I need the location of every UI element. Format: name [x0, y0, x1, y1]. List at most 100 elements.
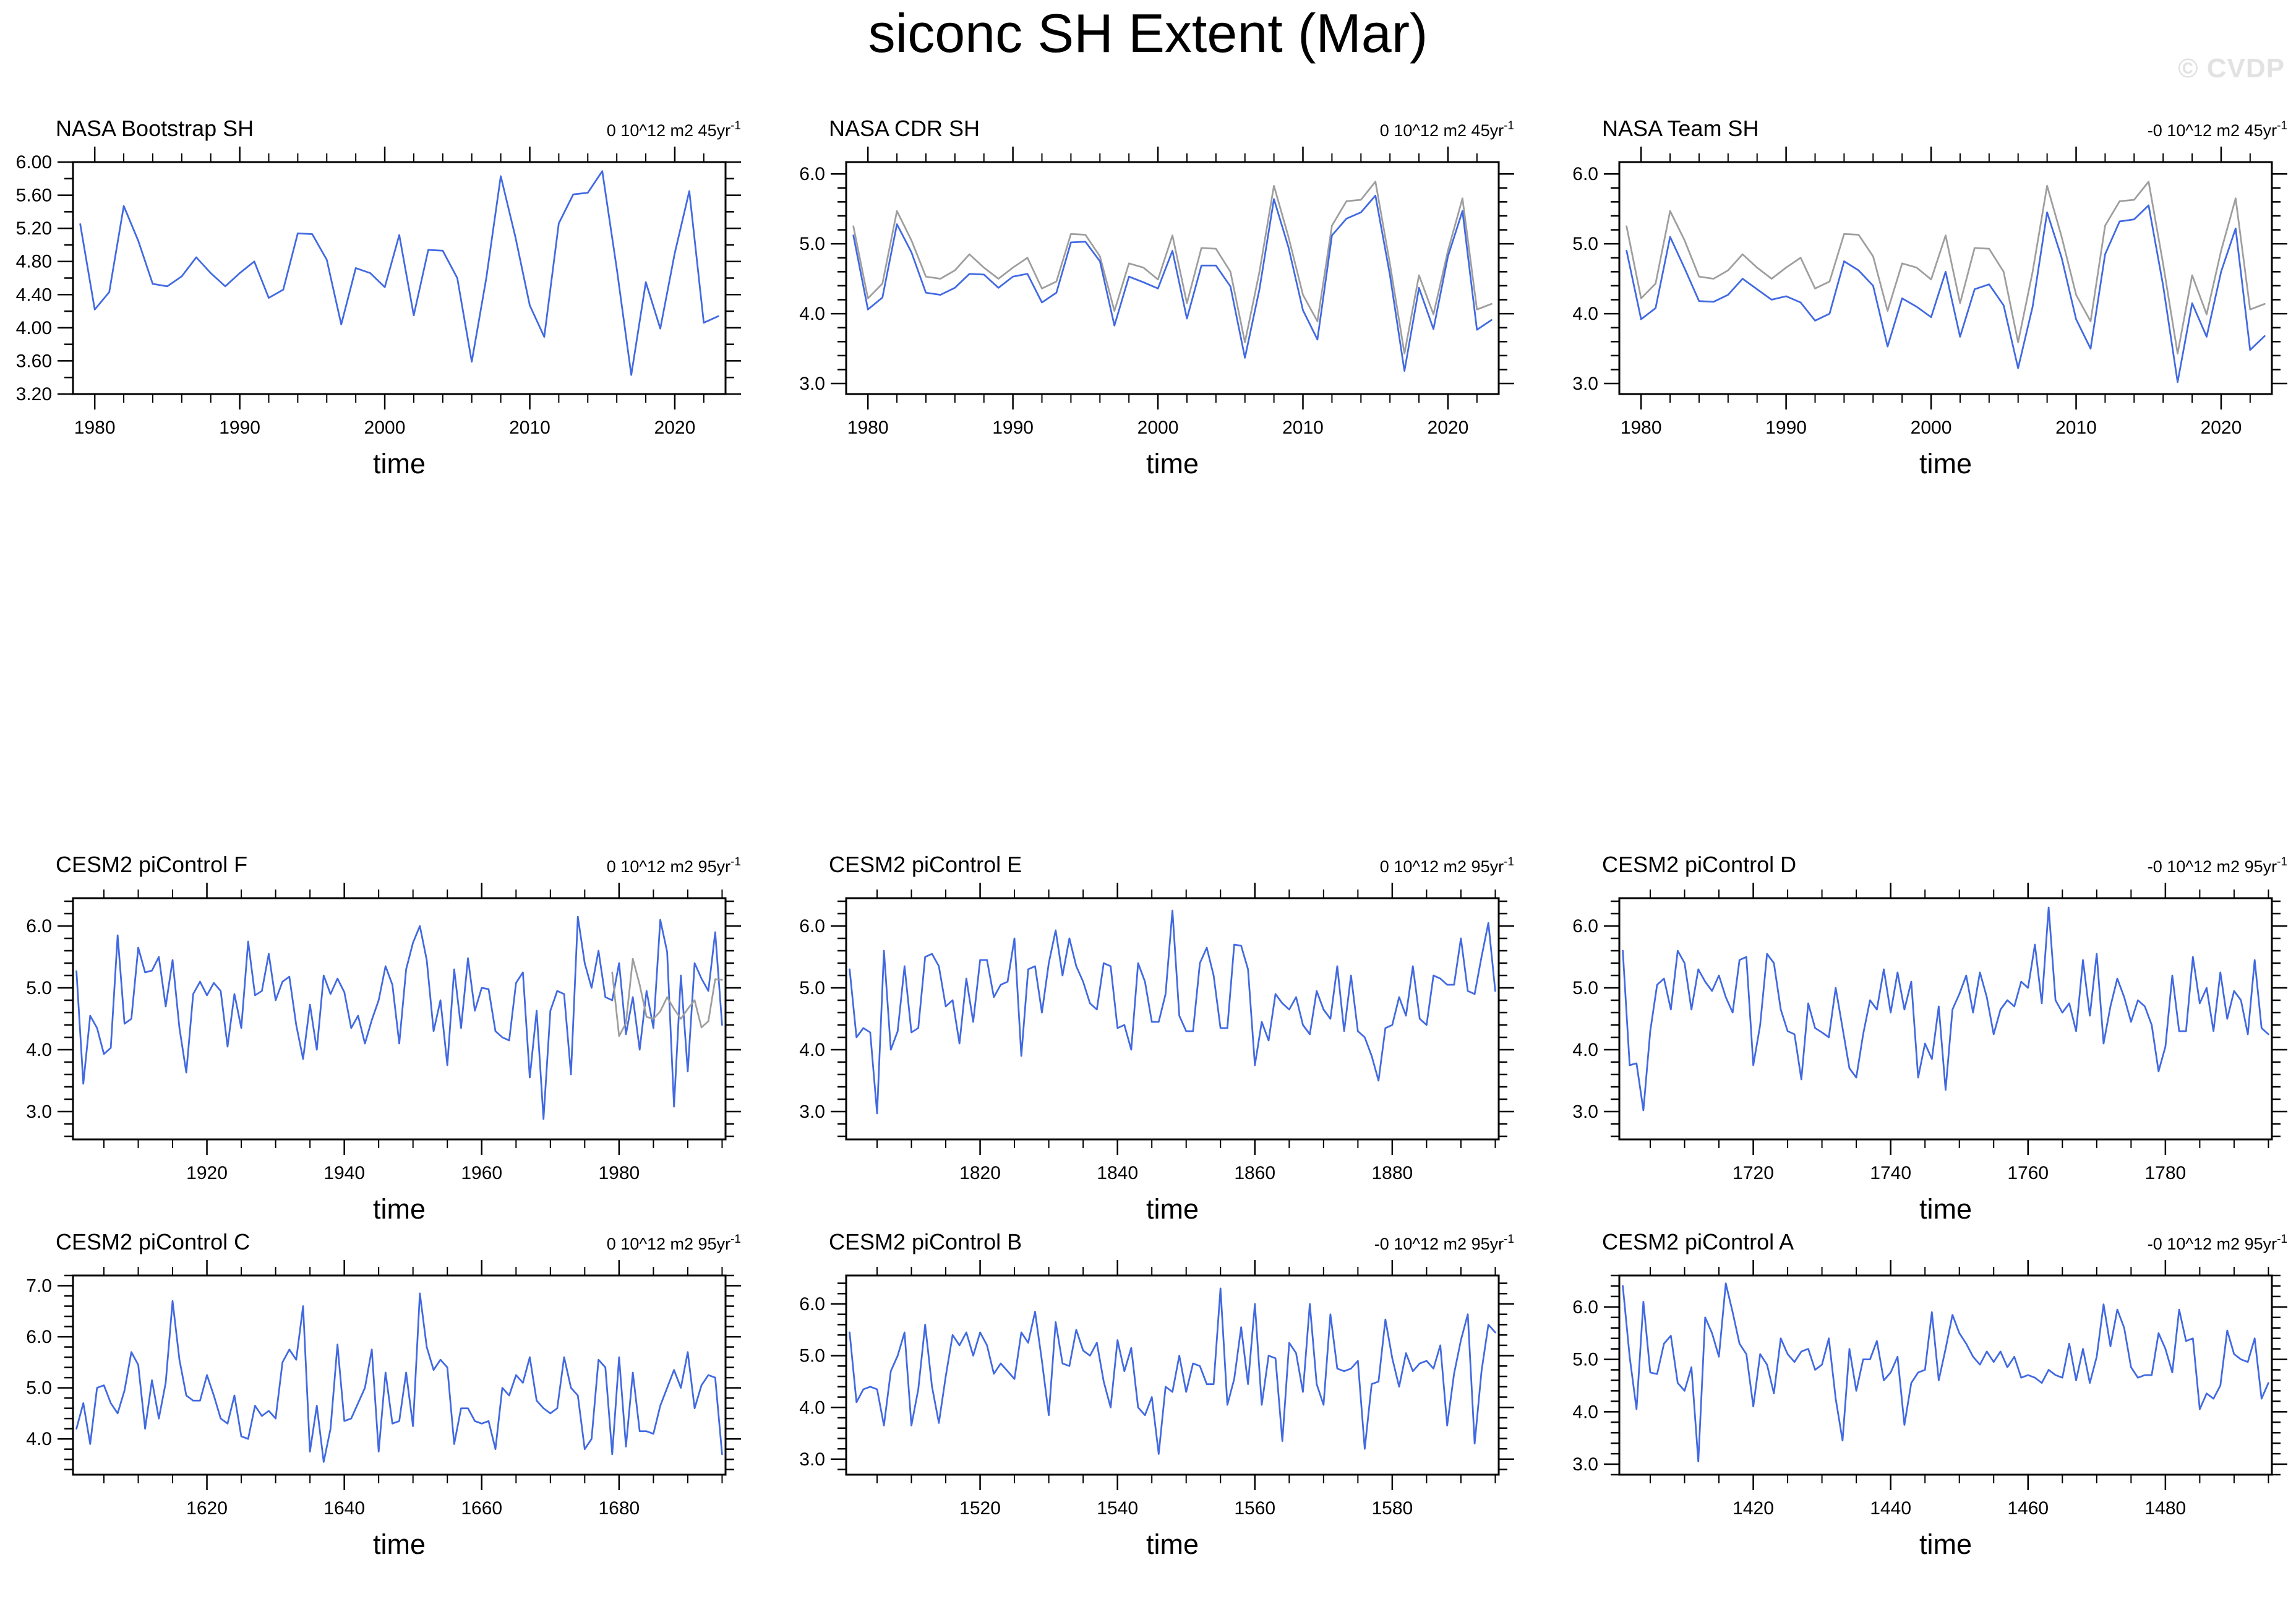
y-tick-label: 5.0 [26, 978, 52, 998]
x-tick-label: 1990 [219, 418, 260, 438]
series-line-cesm2-picontrol-c [75, 1292, 723, 1463]
x-tick-label: 1440 [1870, 1498, 1911, 1519]
panel-trend-annotation: -0 10^12 m2 45yr-1 [2148, 119, 2287, 140]
y-tick-label: 4.40 [16, 285, 52, 305]
y-tick-label: 4.00 [16, 318, 52, 338]
plot-frame [1618, 161, 2273, 395]
panel-title: CESM2 piControl B [829, 1229, 1022, 1254]
y-tick-label: 6.0 [1572, 164, 1598, 184]
y-tick-label: 3.0 [26, 1102, 52, 1122]
y-tick-label: 5.0 [799, 234, 825, 254]
panel-title: CESM2 piControl F [56, 852, 247, 877]
x-tick-label: 2010 [2055, 418, 2097, 438]
axis-ticks [831, 1260, 1514, 1490]
y-tick-label: 4.0 [26, 1429, 52, 1449]
y-tick-label: 3.60 [16, 351, 52, 371]
y-tick-label: 4.0 [799, 304, 825, 324]
series-line-gray-overlay [611, 958, 723, 1037]
x-tick-label: 1420 [1733, 1498, 1774, 1519]
series-line-cesm2-picontrol-b [849, 1287, 1496, 1455]
panel-nasa-bootstrap-sh: NASA Bootstrap SH 0 10^12 m2 45yr-1 6.00 5.… [16, 116, 741, 479]
panel-title: CESM2 piControl A [1602, 1229, 1794, 1254]
y-tick-label: 5.0 [1572, 234, 1598, 254]
y-tick-label: 5.0 [26, 1378, 52, 1399]
axis-ticks [58, 883, 741, 1155]
y-tick-label: 3.0 [1572, 374, 1598, 394]
y-tick-label: 6.00 [16, 152, 52, 173]
y-tick-label: 4.0 [799, 1040, 825, 1060]
x-tick-label: 2020 [1428, 418, 1469, 438]
x-tick-label: 1520 [959, 1498, 1001, 1519]
axis-ticks [831, 147, 1514, 409]
panel-title: NASA Team SH [1602, 116, 1758, 141]
series-line-nasa-team-sh [1626, 204, 2266, 384]
x-tick-label: 1660 [461, 1498, 502, 1519]
series-line-cesm2-picontrol-d [1622, 906, 2269, 1112]
x-axis-title: time [1919, 1193, 1972, 1225]
panel-trend-annotation: 0 10^12 m2 95yr-1 [607, 1233, 741, 1253]
x-axis-title: time [1919, 448, 1972, 479]
x-tick-label: 1980 [1621, 418, 1662, 438]
panel-title: CESM2 piControl E [829, 852, 1022, 877]
panel-cesm2-picontrol-f: CESM2 piControl F 0 10^12 m2 95yr-1 6.0 5.0… [26, 852, 741, 1225]
panel-nasa-cdr-sh: NASA CDR SH 0 10^12 m2 45yr-1 6.0 5.0 4.0 3.0… [799, 116, 1514, 479]
x-tick-label: 1860 [1234, 1163, 1275, 1183]
y-tick-label: 6.0 [26, 916, 52, 937]
panel-nasa-team-sh: NASA Team SH -0 10^12 m2 45yr-1 6.0 5.0 4.0 3… [1572, 116, 2287, 479]
x-axis-title: time [373, 448, 426, 479]
y-tick-label: 3.0 [1572, 1454, 1598, 1475]
series-line-gray-overlay [1626, 181, 2266, 354]
panel-title: NASA Bootstrap SH [56, 116, 254, 141]
y-tick-label: 6.0 [26, 1327, 52, 1347]
x-tick-label: 1940 [323, 1163, 365, 1183]
x-tick-label: 1880 [1371, 1163, 1413, 1183]
y-tick-label: 6.0 [799, 164, 825, 184]
panel-trend-annotation: 0 10^12 m2 45yr-1 [1380, 119, 1514, 140]
axis-ticks [1604, 883, 2287, 1155]
x-tick-label: 1820 [959, 1163, 1001, 1183]
plot-frame [845, 161, 1500, 395]
series-line-cesm2-picontrol-f [75, 915, 723, 1120]
x-axis-title: time [1146, 1528, 1199, 1560]
x-tick-label: 1960 [461, 1163, 502, 1183]
plot-frame [1618, 1274, 2273, 1476]
x-tick-label: 1720 [1733, 1163, 1774, 1183]
x-tick-label: 1740 [1870, 1163, 1911, 1183]
panel-trend-annotation: -0 10^12 m2 95yr-1 [2148, 1233, 2287, 1253]
series-line-nasa-cdr-sh [852, 194, 1493, 372]
axis-ticks [58, 1260, 741, 1490]
x-axis-title: time [1146, 1193, 1199, 1225]
series-line-gray-overlay [852, 181, 1493, 354]
y-tick-label: 3.0 [1572, 1102, 1598, 1122]
panel-trend-annotation: 0 10^12 m2 95yr-1 [607, 855, 741, 876]
panel-trend-annotation: 0 10^12 m2 45yr-1 [607, 119, 741, 140]
x-tick-label: 1780 [2144, 1163, 2186, 1183]
x-tick-label: 1480 [2144, 1498, 2186, 1519]
y-tick-label: 4.80 [16, 252, 52, 272]
x-tick-label: 1980 [74, 418, 116, 438]
y-tick-label: 5.0 [1572, 1350, 1598, 1370]
axis-ticks [1604, 1260, 2287, 1490]
y-tick-label: 5.0 [1572, 978, 1598, 998]
panel-trend-annotation: -0 10^12 m2 95yr-1 [2148, 855, 2287, 876]
x-tick-label: 2020 [654, 418, 696, 438]
axis-ticks [1604, 147, 2287, 409]
x-tick-label: 1560 [1234, 1498, 1275, 1519]
y-tick-label: 4.0 [26, 1040, 52, 1060]
axis-ticks [58, 147, 741, 409]
y-tick-label: 3.0 [799, 1449, 825, 1470]
y-tick-label: 4.0 [799, 1397, 825, 1418]
y-tick-label: 5.0 [799, 978, 825, 998]
y-tick-label: 4.0 [1572, 1402, 1598, 1422]
y-tick-label: 5.0 [799, 1346, 825, 1366]
y-tick-label: 7.0 [26, 1276, 52, 1297]
plot-frame [1618, 897, 2273, 1141]
y-tick-label: 3.20 [16, 384, 52, 405]
y-tick-label: 6.0 [1572, 1297, 1598, 1318]
x-tick-label: 1620 [186, 1498, 228, 1519]
x-tick-label: 2020 [2201, 418, 2242, 438]
y-tick-label: 4.0 [1572, 304, 1598, 324]
x-tick-label: 1540 [1097, 1498, 1138, 1519]
x-tick-label: 1990 [1765, 418, 1807, 438]
